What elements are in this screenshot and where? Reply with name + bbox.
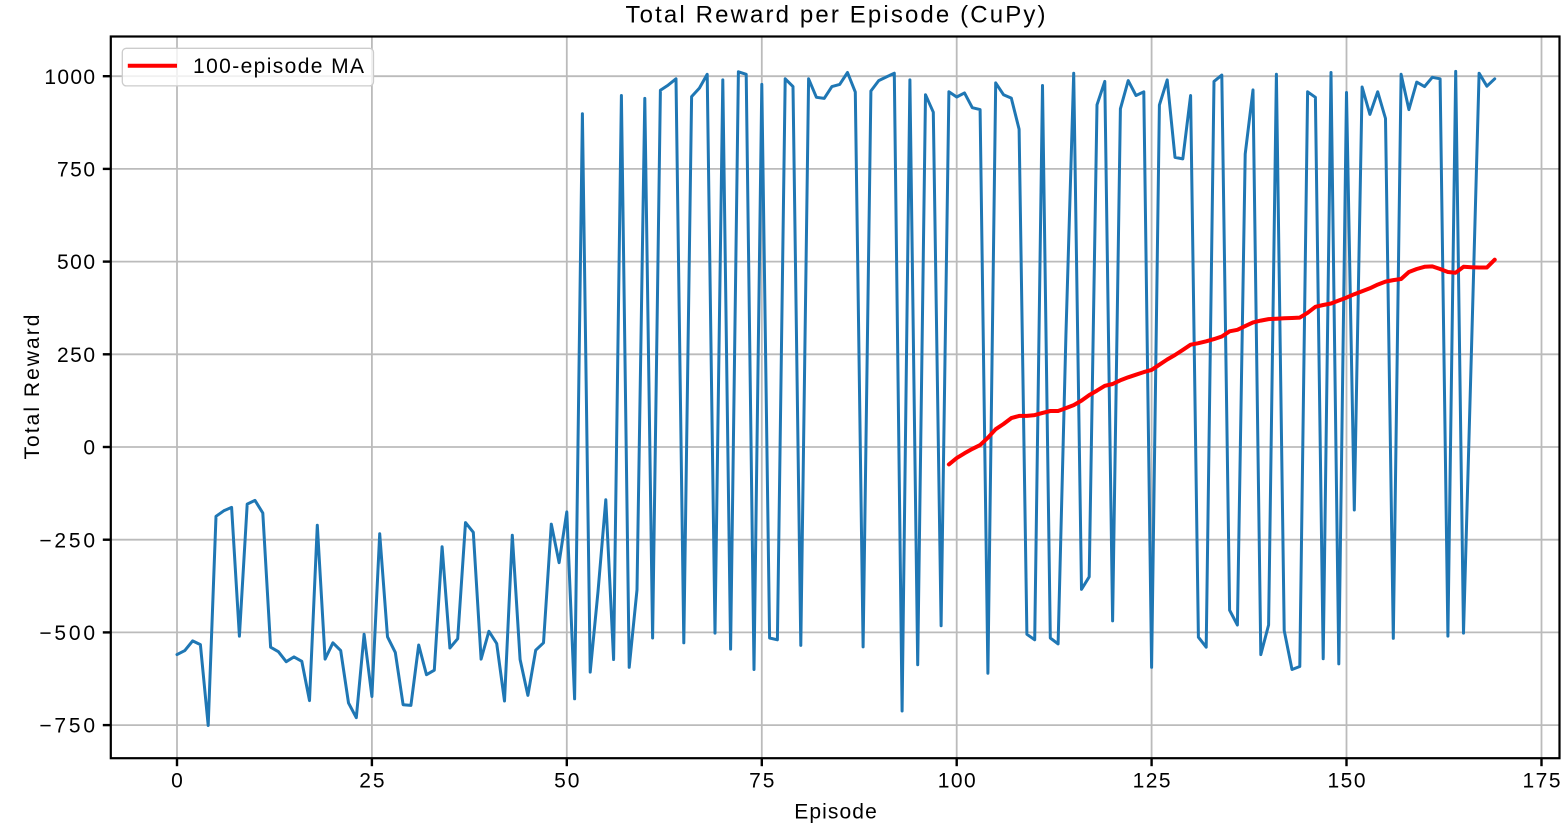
svg-text:500: 500 <box>57 251 95 274</box>
svg-text:0: 0 <box>171 770 183 793</box>
svg-text:Episode: Episode <box>794 801 877 824</box>
svg-text:25: 25 <box>359 770 384 793</box>
svg-text:250: 250 <box>57 344 95 367</box>
svg-text:100: 100 <box>938 770 976 793</box>
svg-text:175: 175 <box>1523 770 1561 793</box>
svg-text:Total Reward per Episode (CuPy: Total Reward per Episode (CuPy) <box>626 2 1046 29</box>
svg-text:1000: 1000 <box>44 66 95 89</box>
svg-text:125: 125 <box>1133 770 1171 793</box>
svg-text:750: 750 <box>57 159 95 182</box>
svg-text:0: 0 <box>83 437 95 460</box>
svg-text:50: 50 <box>554 770 579 793</box>
svg-text:100-episode MA: 100-episode MA <box>193 55 364 78</box>
svg-text:150: 150 <box>1328 770 1366 793</box>
svg-text:75: 75 <box>749 770 774 793</box>
